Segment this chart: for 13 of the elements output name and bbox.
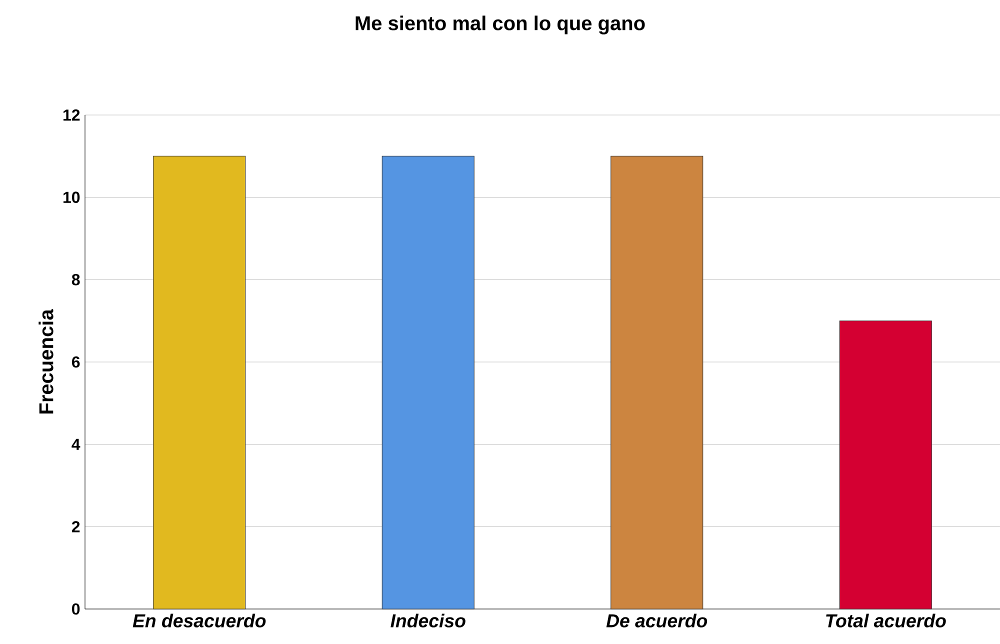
y-tick-label: 12	[64, 109, 80, 121]
y-tick-label: 0	[72, 603, 80, 615]
y-tick-label: 10	[64, 192, 80, 203]
x-tick-label: De acuerdo	[606, 614, 708, 628]
y-axis-title: Frecuencia	[38, 309, 54, 414]
y-tick-label: 8	[72, 274, 80, 286]
y-tick-label: 6	[72, 356, 80, 368]
x-tick-label: En desacuerdo	[132, 614, 266, 628]
y-tick-label: 4	[72, 438, 80, 450]
chart-title: Me siento mal con lo que gano	[356, 16, 645, 34]
x-tick-label: Indeciso	[390, 614, 466, 628]
x-tick-label: Total acuerdo	[826, 614, 946, 628]
y-tick-label: 2	[72, 521, 80, 532]
